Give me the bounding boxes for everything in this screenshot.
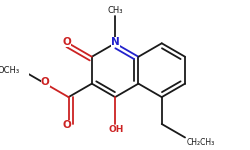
Text: OCH₃: OCH₃ (0, 66, 20, 75)
Text: O: O (62, 120, 71, 130)
Text: OH: OH (108, 125, 124, 134)
Text: CH₂CH₃: CH₂CH₃ (186, 138, 215, 147)
Text: O: O (41, 77, 50, 87)
Text: CH₃: CH₃ (108, 6, 123, 15)
Text: O: O (62, 37, 71, 47)
Text: N: N (111, 37, 120, 47)
